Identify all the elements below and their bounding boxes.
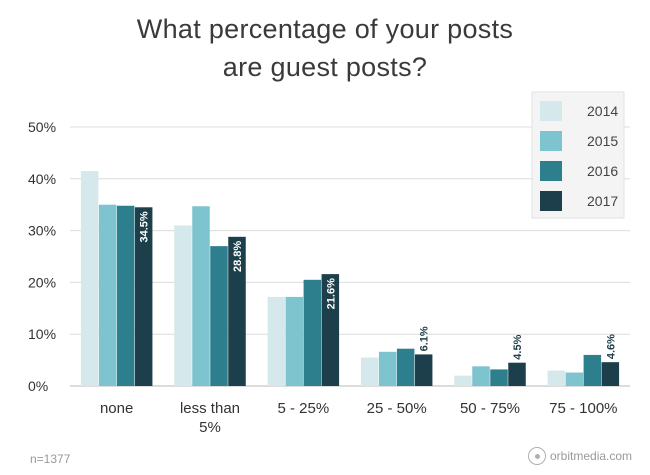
bar-2017 [134,207,153,386]
data-label: 21.6% [325,278,337,309]
data-label: 4.5% [512,334,524,359]
brand-mark[interactable]: orbitmedia.com [528,447,632,465]
bar-2016 [116,205,135,386]
y-tick-label: 10% [28,326,56,342]
bar-2014 [80,171,99,386]
y-tick-label: 30% [28,223,56,239]
bar-2015 [285,296,304,386]
bar-2017 [601,362,620,386]
chart-title: What percentage of your posts are guest … [0,10,650,86]
x-tick-label: less than [180,400,240,417]
orbit-logo-icon [528,447,546,465]
bar-2014 [267,296,286,386]
bar-2014 [547,370,566,386]
y-tick-label: 50% [28,119,56,135]
x-tick-label: none [100,400,133,417]
chart-title-line-2: are guest posts? [222,52,428,82]
legend-swatch [540,191,562,211]
bar-2016 [583,354,602,386]
brand-text: orbitmedia.com [550,449,633,463]
x-tick-label: 5 - 25% [277,400,329,417]
chart-title-line-1: What percentage of your posts [136,14,514,44]
data-label: 4.6% [605,334,617,359]
bar-2017 [321,274,340,386]
data-label: 34.5% [139,211,151,242]
legend-swatch [540,131,562,151]
legend-label: 2017 [587,193,618,209]
bar-2015 [192,206,210,386]
x-tick-label: 75 - 100% [549,400,617,417]
legend-label: 2014 [587,103,618,119]
bar-2015 [565,372,584,386]
y-tick-label: 40% [28,171,56,187]
legend-label: 2015 [587,133,618,149]
bar-2014 [454,375,472,386]
bar-2016 [490,369,508,386]
bar-2015 [98,204,117,386]
bar-2015 [378,351,397,386]
bar-2017 [508,362,526,386]
x-tick-label: 5% [199,419,221,436]
y-tick-label: 20% [28,274,56,290]
bar-2015 [472,366,490,386]
bar-2014 [174,225,192,386]
sample-size-note: n=1377 [30,452,71,466]
legend-swatch [540,161,562,181]
bar-2017 [228,236,246,386]
bar-2016 [303,279,322,386]
data-label: 28.8% [232,241,244,272]
bar-2016 [396,348,415,386]
legend-label: 2016 [587,163,618,179]
data-label: 6.1% [419,326,431,351]
x-tick-label: 50 - 75% [460,400,520,417]
bar-2016 [210,246,228,386]
legend-swatch [540,101,562,121]
bar-2017 [414,354,433,386]
x-tick-label: 25 - 50% [367,400,427,417]
bar-2014 [360,357,379,386]
y-tick-label: 0% [28,378,48,394]
